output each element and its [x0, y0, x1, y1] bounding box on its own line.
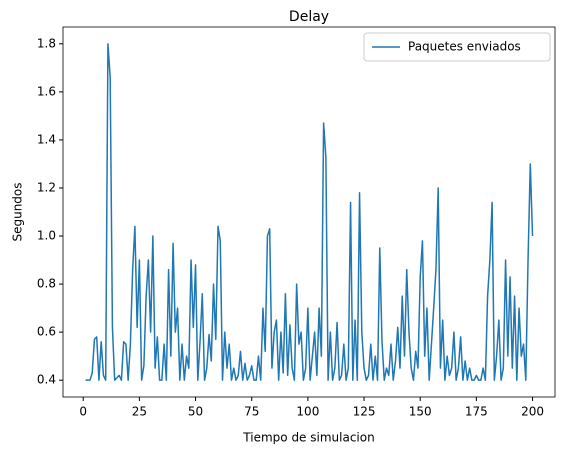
- y-tick-label: 1.6: [37, 84, 56, 98]
- data-line: [85, 43, 534, 381]
- y-tick-label: 0.4: [37, 373, 56, 387]
- y-axis-label: Segundos: [11, 182, 25, 241]
- x-tick-label: 150: [409, 405, 432, 419]
- legend-label: Paquetes enviados: [408, 40, 521, 54]
- chart-title: Delay: [289, 9, 329, 25]
- y-tick-label: 1.4: [37, 132, 56, 146]
- x-tick-label: 100: [296, 405, 319, 419]
- x-tick-label: 25: [132, 405, 147, 419]
- y-tick-label: 1.8: [37, 36, 56, 50]
- x-tick-label: 75: [244, 405, 259, 419]
- x-tick-label: 50: [188, 405, 203, 419]
- legend-box: [363, 32, 551, 62]
- x-tick-label: 200: [521, 405, 544, 419]
- y-tick-label: 0.6: [37, 325, 56, 339]
- y-tick-label: 0.8: [37, 277, 56, 291]
- x-tick-label: 0: [79, 405, 87, 419]
- x-axis-label: Tiempo de simulacion: [242, 431, 374, 445]
- y-tick-label: 1.0: [37, 229, 56, 243]
- x-tick-label: 125: [353, 405, 376, 419]
- y-tick-label: 1.2: [37, 180, 56, 194]
- plot-frame: [62, 26, 556, 398]
- x-tick-label: 175: [465, 405, 488, 419]
